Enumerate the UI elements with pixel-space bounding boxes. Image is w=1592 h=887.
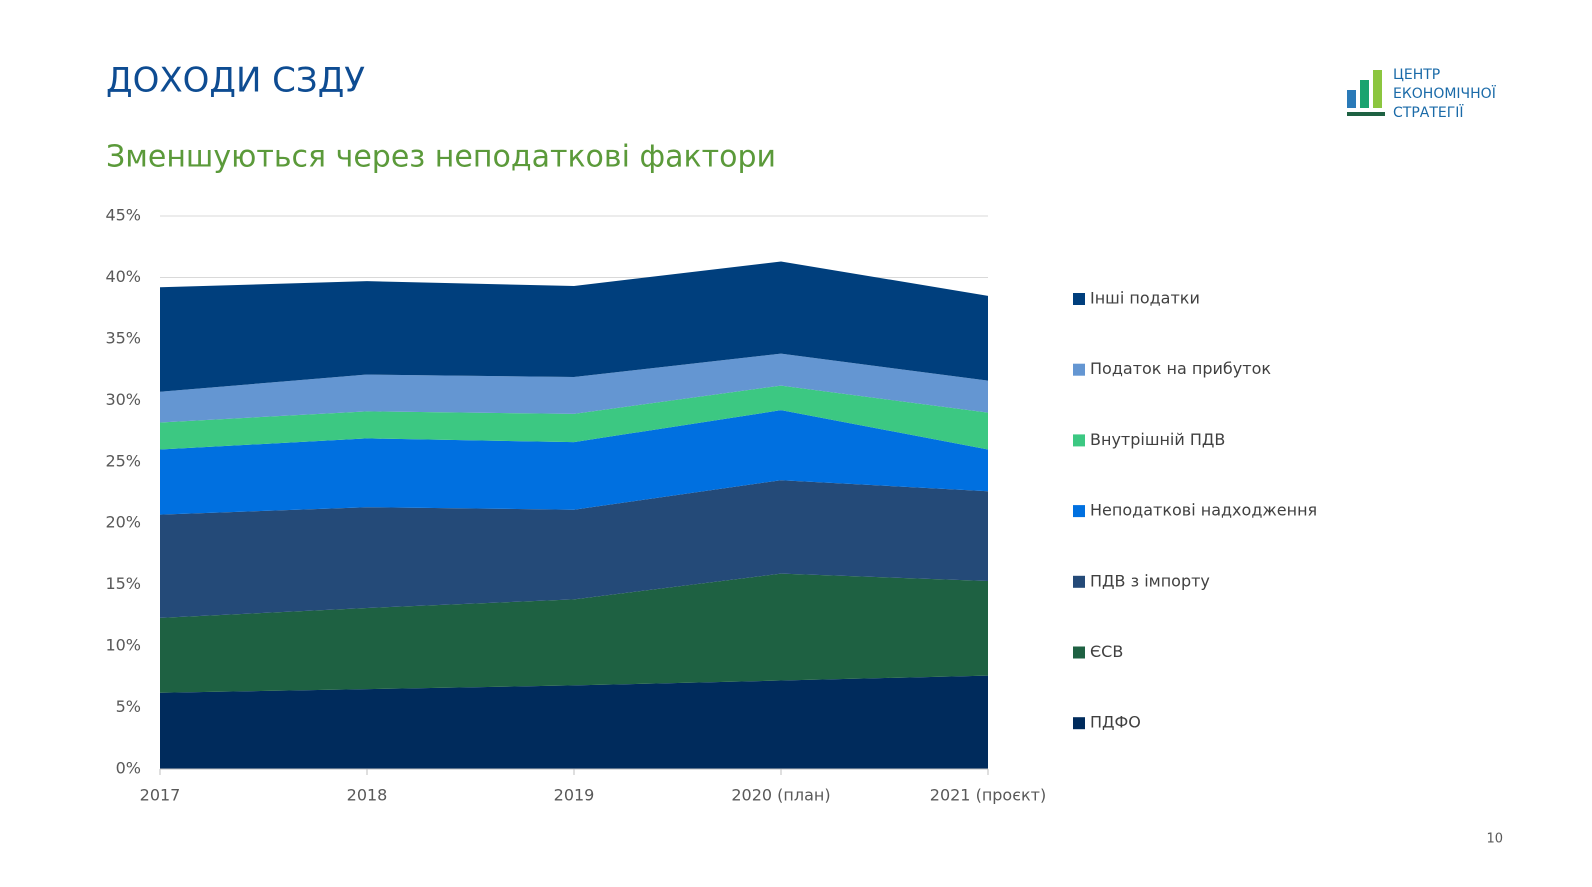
area (160, 480, 988, 618)
legend-swatch (1073, 434, 1085, 447)
area (160, 410, 988, 515)
legend-swatch (1073, 575, 1085, 588)
y-tick-label: 40% (105, 267, 141, 286)
legend-label: Податок на прибуток (1090, 359, 1271, 378)
y-tick-label: 0% (116, 759, 141, 778)
y-tick-label: 35% (105, 328, 141, 347)
logo: ЦЕНТР ЕКОНОМІЧНОЇ СТРАТЕГІЇ (1347, 67, 1497, 121)
logo-bar (1347, 90, 1356, 108)
y-tick-label: 5% (116, 697, 141, 716)
legend-swatch (1073, 717, 1085, 730)
legend-label: Внутрішній ПДВ (1090, 430, 1225, 449)
logo-text: ЕКОНОМІЧНОЇ (1393, 84, 1497, 102)
y-tick-label: 45% (105, 206, 141, 225)
logo-text: ЦЕНТР (1393, 67, 1440, 83)
logo-bar (1360, 80, 1369, 108)
x-tick-label: 2018 (347, 786, 388, 805)
y-tick-label: 15% (105, 574, 141, 593)
area (160, 573, 988, 693)
legend-swatch (1073, 646, 1085, 659)
area (160, 675, 988, 769)
logo-text: СТРАТЕГІЇ (1393, 103, 1464, 121)
legend-swatch (1073, 505, 1085, 518)
y-tick-label: 20% (105, 513, 141, 532)
y-tick-label: 10% (105, 636, 141, 655)
legend-swatch (1073, 363, 1085, 376)
slide-subtitle: Зменшуються через неподаткові фактори (106, 140, 776, 175)
slide-title: ДОХОДИ СЗДУ (106, 61, 365, 101)
y-tick-label: 25% (105, 451, 141, 470)
legend-label: ПДФО (1090, 713, 1141, 732)
legend-swatch (1073, 293, 1085, 305)
logo-bar (1373, 70, 1382, 108)
legend-label: ЄСВ (1090, 642, 1123, 661)
x-tick-label: 2021 (проєкт) (930, 786, 1046, 805)
area (160, 353, 988, 423)
y-tick-label: 30% (105, 390, 141, 409)
area (160, 261, 988, 392)
x-tick-label: 2019 (554, 786, 595, 805)
page-number: 10 (1486, 832, 1503, 847)
x-tick-label: 2017 (140, 786, 181, 805)
area (160, 385, 988, 450)
x-tick-label: 2020 (план) (731, 786, 830, 805)
legend-label: Неподаткові надходження (1090, 501, 1317, 520)
legend-label: Інші податки (1090, 289, 1200, 308)
logo-line (1347, 112, 1385, 116)
legend-label: ПДВ з імпорту (1090, 571, 1210, 590)
